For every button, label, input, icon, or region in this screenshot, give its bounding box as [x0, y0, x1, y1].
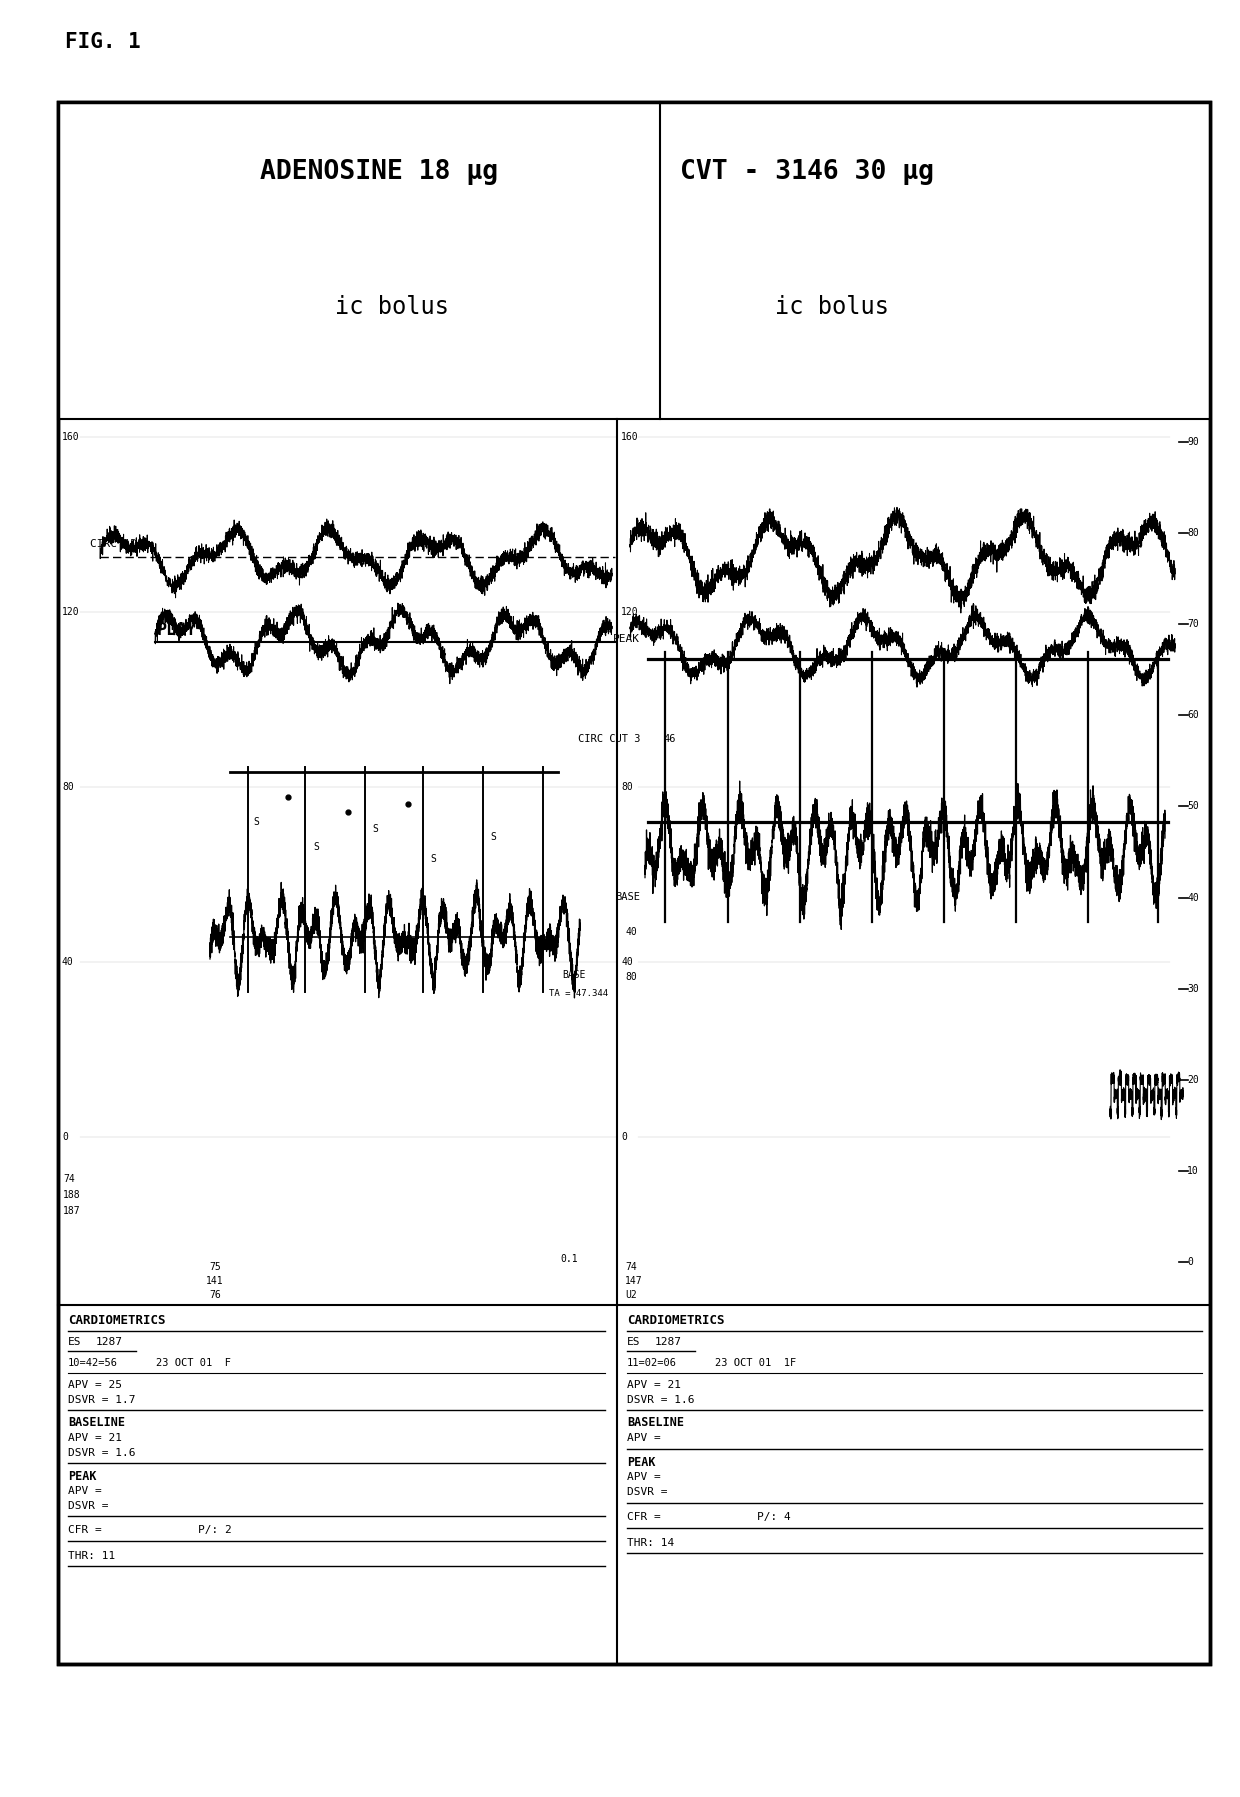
Text: CFR =: CFR =: [68, 1526, 102, 1535]
Text: 188: 188: [63, 1190, 81, 1200]
Text: 40: 40: [1187, 893, 1199, 902]
Text: APV = 21: APV = 21: [627, 1380, 681, 1391]
Text: 90: 90: [1187, 437, 1199, 447]
Text: PEAK: PEAK: [627, 1456, 656, 1468]
Text: 80: 80: [62, 782, 73, 792]
Text: CARDIOMETRICS: CARDIOMETRICS: [68, 1314, 165, 1328]
Text: 40: 40: [625, 927, 637, 936]
Text: 120: 120: [621, 607, 639, 616]
Text: 147: 147: [625, 1276, 642, 1287]
Text: 60: 60: [1187, 710, 1199, 721]
Text: U2: U2: [625, 1290, 637, 1299]
Text: BASE: BASE: [562, 970, 585, 979]
Text: APV =: APV =: [627, 1432, 661, 1443]
Text: APV =: APV =: [627, 1472, 661, 1483]
Text: 23 OCT 01  1F: 23 OCT 01 1F: [715, 1359, 796, 1368]
Text: CARDIOMETRICS: CARDIOMETRICS: [627, 1314, 724, 1328]
Text: FIG. 1: FIG. 1: [64, 32, 141, 52]
Text: 1287: 1287: [95, 1337, 123, 1348]
Text: BASE: BASE: [615, 891, 640, 902]
Text: PLAY: PLAY: [157, 622, 197, 640]
Text: S: S: [312, 843, 319, 852]
Text: CIRC CUT 3: CIRC CUT 3: [578, 733, 640, 744]
Text: 70: 70: [1187, 620, 1199, 629]
Text: 80: 80: [621, 782, 632, 792]
Text: 0.1: 0.1: [560, 1254, 578, 1263]
Text: TA = 47.344: TA = 47.344: [549, 988, 608, 997]
Text: CVT - 3146 30 μg: CVT - 3146 30 μg: [680, 158, 934, 185]
Text: 160: 160: [621, 431, 639, 442]
Text: PEAK: PEAK: [68, 1470, 97, 1483]
Text: DSVR = 1.6: DSVR = 1.6: [627, 1394, 694, 1405]
Text: 74: 74: [625, 1261, 637, 1272]
Text: BASELINE: BASELINE: [627, 1416, 684, 1429]
Bar: [58, 102, 1210, 419]
Text: ic bolus: ic bolus: [335, 295, 449, 320]
Text: 40: 40: [621, 958, 632, 967]
Bar: [58, 102, 1210, 1664]
Text: 74: 74: [63, 1173, 74, 1184]
Text: APV = 21: APV = 21: [68, 1432, 122, 1443]
Text: 76: 76: [210, 1290, 221, 1299]
Text: DSVR =: DSVR =: [68, 1500, 109, 1511]
Text: PEAK: PEAK: [613, 634, 640, 643]
Text: 46: 46: [663, 733, 676, 744]
Text: 160: 160: [62, 431, 79, 442]
Text: 80: 80: [1187, 528, 1199, 537]
Text: 50: 50: [1187, 801, 1199, 812]
Text: CIRC ADO: CIRC ADO: [91, 539, 144, 550]
Text: ic bolus: ic bolus: [775, 295, 889, 320]
Text: 10=42=56: 10=42=56: [68, 1359, 118, 1368]
Text: ES: ES: [627, 1337, 641, 1348]
Text: BASELINE: BASELINE: [68, 1416, 125, 1429]
Text: ADENOSINE 18 μg: ADENOSINE 18 μg: [260, 158, 498, 185]
Text: 30: 30: [1187, 983, 1199, 994]
Text: 0: 0: [621, 1132, 627, 1143]
Text: APV = 25: APV = 25: [68, 1380, 122, 1391]
Text: THR: 14: THR: 14: [627, 1538, 675, 1547]
Text: 11=02=06: 11=02=06: [627, 1359, 677, 1368]
Text: 120: 120: [62, 607, 79, 616]
Text: 80: 80: [625, 972, 637, 981]
Text: S: S: [490, 832, 496, 843]
Text: S: S: [372, 825, 378, 834]
Text: DSVR =: DSVR =: [627, 1486, 667, 1497]
Text: S: S: [430, 854, 436, 864]
Text: THR: 11: THR: 11: [68, 1551, 115, 1562]
Text: 20: 20: [1187, 1075, 1199, 1085]
Text: ES: ES: [68, 1337, 82, 1348]
Text: 75: 75: [210, 1261, 221, 1272]
Text: P/: 4: P/: 4: [756, 1511, 791, 1522]
Text: CFR =: CFR =: [627, 1511, 661, 1522]
Text: 40: 40: [62, 958, 73, 967]
Text: DSVR = 1.6: DSVR = 1.6: [68, 1448, 135, 1457]
Bar: [58, 102, 1210, 1664]
Text: P/: 2: P/: 2: [198, 1526, 232, 1535]
Text: S: S: [253, 818, 259, 827]
Text: 187: 187: [63, 1206, 81, 1217]
Text: 141: 141: [206, 1276, 223, 1287]
Text: APV =: APV =: [68, 1486, 102, 1495]
Text: DSVR = 1.7: DSVR = 1.7: [68, 1394, 135, 1405]
Text: 23 OCT 01  F: 23 OCT 01 F: [156, 1359, 231, 1368]
Text: 10: 10: [1187, 1166, 1199, 1175]
Text: 1287: 1287: [655, 1337, 682, 1348]
Text: 0: 0: [62, 1132, 68, 1143]
Text: 0: 0: [1187, 1256, 1193, 1267]
